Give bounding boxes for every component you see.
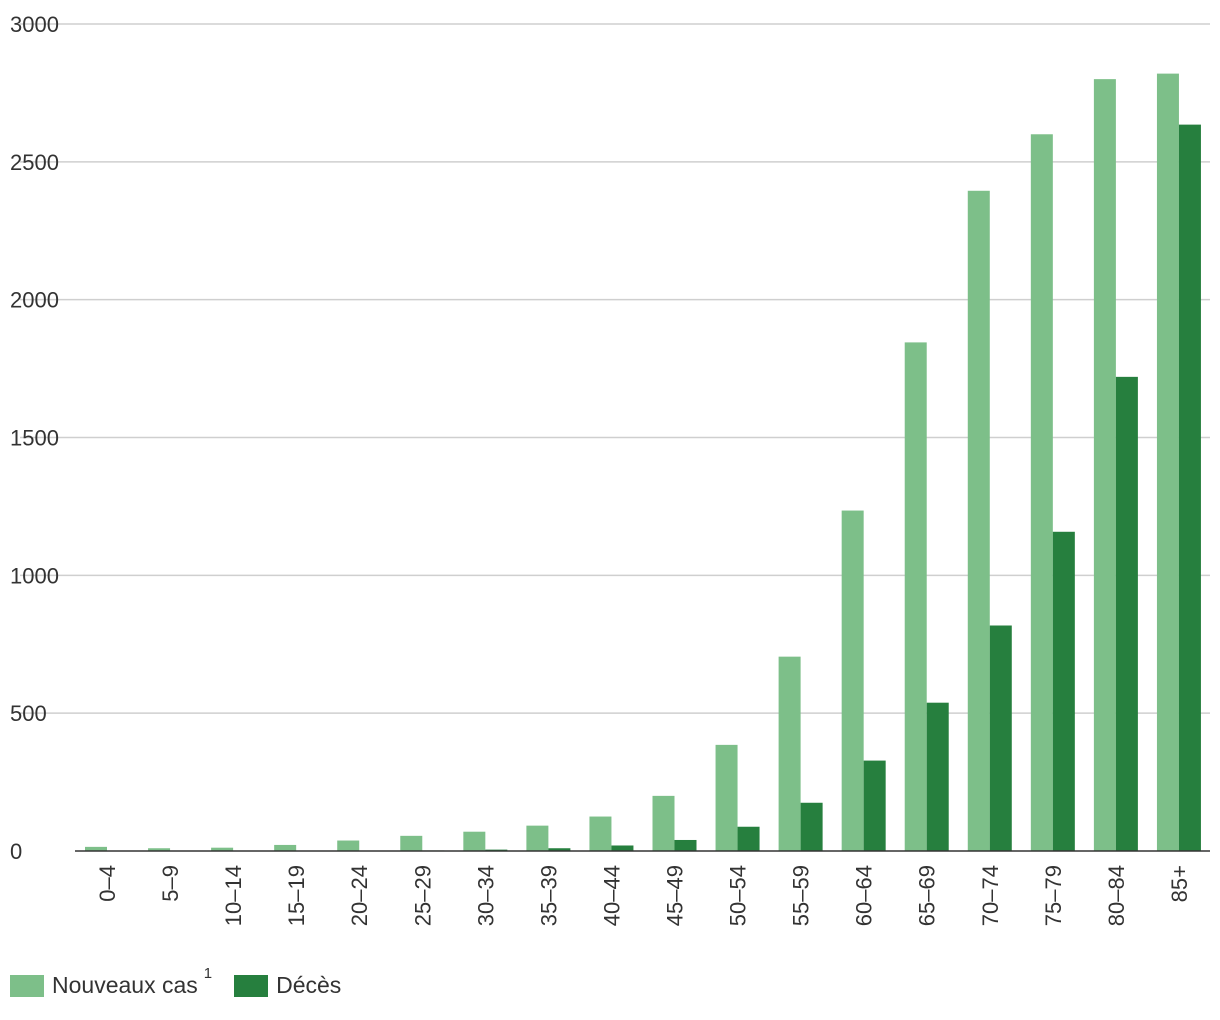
bar-deaths — [548, 848, 571, 851]
y-tick-label: 0 — [10, 839, 22, 864]
legend-label-deaths: Décès — [276, 972, 342, 998]
bar-deaths — [800, 802, 823, 851]
bar-new-cases — [1156, 73, 1179, 852]
bar-new-cases — [274, 844, 297, 851]
bar-deaths — [1178, 124, 1201, 851]
bar-new-cases — [652, 795, 675, 851]
y-tick-label: 2500 — [10, 150, 59, 175]
legend-swatch-deaths — [234, 974, 269, 997]
x-tick-label: 40–44 — [599, 865, 624, 926]
x-tick-label: 80–84 — [1104, 865, 1129, 926]
y-tick-label: 1500 — [10, 426, 59, 451]
bar-new-cases — [1030, 134, 1053, 851]
y-tick-label: 500 — [10, 701, 47, 726]
bar-new-cases — [211, 847, 234, 851]
x-tick-label: 30–34 — [473, 865, 498, 926]
x-tick-label: 50–54 — [726, 865, 751, 926]
x-tick-label: 60–64 — [852, 865, 877, 926]
bar-new-cases — [85, 846, 107, 851]
bar-new-cases — [715, 744, 738, 851]
bar-new-cases — [337, 840, 360, 851]
y-tick-label: 1000 — [10, 563, 59, 588]
bar-new-cases — [400, 835, 423, 851]
bar-new-cases — [1093, 79, 1116, 852]
legend-label-new-cases: Nouveaux cas — [52, 972, 198, 998]
legend-swatch-new-cases — [10, 974, 44, 997]
bar-deaths — [989, 625, 1012, 851]
bar-new-cases — [904, 342, 927, 851]
x-tick-label: 65–69 — [915, 865, 940, 926]
bar-new-cases — [778, 656, 801, 851]
bar-deaths — [737, 826, 760, 851]
bar-new-cases — [463, 831, 486, 851]
x-tick-label: 85+ — [1167, 865, 1192, 902]
x-tick-label: 45–49 — [663, 865, 688, 926]
x-tick-label: 70–74 — [978, 865, 1003, 926]
bar-new-cases — [526, 825, 549, 851]
x-tick-label: 5–9 — [158, 865, 183, 902]
bar-new-cases — [589, 816, 612, 851]
bar-deaths — [926, 702, 949, 851]
bar-new-cases — [841, 510, 864, 851]
x-tick-label: 20–24 — [347, 865, 372, 926]
bar-new-cases — [148, 848, 171, 851]
x-tick-label: 35–39 — [536, 865, 561, 926]
bar-new-cases — [967, 190, 990, 852]
x-tick-label: 10–14 — [221, 865, 246, 926]
x-tick-label: 0–4 — [95, 865, 120, 902]
x-tick-label: 15–19 — [284, 865, 309, 926]
bar-deaths — [674, 839, 697, 851]
legend-item-deaths: Décès — [234, 972, 341, 999]
legend-item-new-cases: Nouveaux cas 1 — [10, 965, 212, 999]
bar-deaths — [1115, 376, 1138, 851]
y-tick-label: 2000 — [10, 288, 59, 313]
bar-chart: 0 500 1000 1500 2000 2500 3000 0–4 5–9 10–14 15–19… — [10, 12, 1210, 926]
x-tick-label: 25–29 — [410, 865, 435, 926]
x-tick-label: 75–79 — [1041, 865, 1066, 926]
legend: Nouveaux cas 1 Décès — [10, 965, 363, 999]
x-tick-label: 55–59 — [789, 865, 814, 926]
bar-deaths — [611, 845, 634, 851]
legend-footnote-marker: 1 — [203, 965, 213, 982]
y-tick-label: 3000 — [10, 12, 59, 37]
bar-deaths — [1052, 531, 1075, 851]
bar-deaths — [863, 760, 886, 851]
